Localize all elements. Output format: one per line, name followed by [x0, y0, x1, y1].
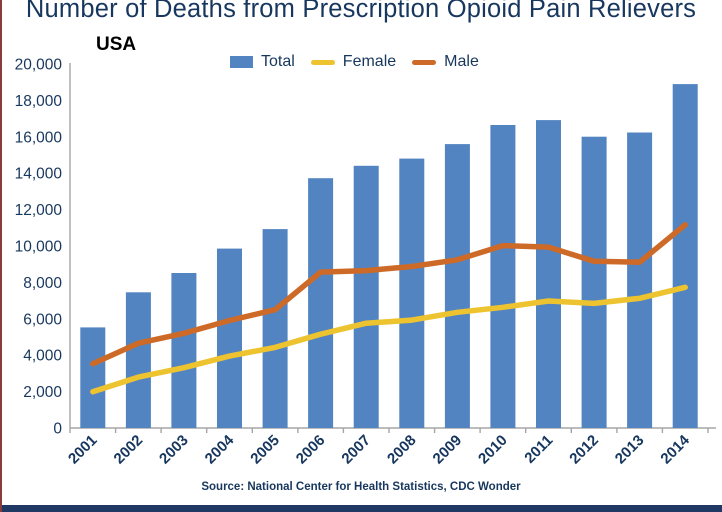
bar-2011: [536, 120, 561, 428]
bar-2005: [262, 229, 288, 428]
x-axis-tick-label: 2011: [521, 432, 556, 467]
left-edge-accent-bar: [0, 0, 2, 512]
x-axis-tick-label: 2003: [156, 432, 192, 468]
x-axis-tick-label: 2014: [657, 431, 693, 467]
bar-2001: [80, 327, 106, 428]
y-axis-tick-label: 20,000: [15, 57, 63, 74]
chart-title: Number of Deaths from Prescription Opioi…: [25, 0, 697, 23]
bar-2003: [171, 273, 197, 428]
bar-2004: [217, 248, 242, 428]
total-bar-swatch-icon: [230, 56, 253, 68]
x-axis-tick-label: 2005: [247, 432, 283, 468]
x-axis-tick-label: 2010: [475, 432, 511, 468]
bar-2008: [399, 158, 425, 428]
y-axis-tick-label: 6,000: [23, 311, 62, 328]
region-label: USA: [96, 34, 137, 55]
bar-2013: [627, 132, 653, 428]
bar-2014: [672, 84, 698, 428]
bar-2009: [444, 144, 470, 428]
legend-label-female: Female: [342, 53, 397, 70]
x-axis-tick-label: 2008: [384, 432, 420, 468]
male-line-swatch-icon: [412, 59, 437, 65]
y-axis-tick-label: 10,000: [15, 239, 63, 256]
footer-accent-bar: [0, 505, 722, 512]
x-axis-tick-label: 2009: [430, 432, 466, 468]
x-axis-tick-label: 2002: [111, 432, 147, 468]
legend-item-male: Male: [412, 53, 479, 71]
bar-2010: [490, 125, 516, 428]
legend-item-female: Female: [310, 53, 397, 71]
source-attribution: Source: National Center for Health Stati…: [201, 481, 521, 493]
bar-2006: [308, 178, 334, 428]
male-line-series: [90, 222, 688, 367]
legend-label-total: Total: [261, 53, 295, 70]
x-axis-tick-label: 2004: [202, 431, 238, 467]
y-axis-tick-label: 18,000: [15, 93, 63, 110]
legend-item-total: Total: [230, 53, 295, 71]
y-axis-tick-label: 14,000: [15, 166, 63, 183]
legend-label-male: Male: [444, 53, 479, 70]
female-line-swatch-icon: [310, 59, 335, 65]
y-axis-tick-label: 12,000: [15, 202, 63, 219]
bar-2012: [581, 136, 607, 428]
x-axis-tick-label: 2013: [612, 432, 648, 468]
y-axis-tick-label: 4,000: [23, 348, 62, 365]
y-axis-tick-label: 0: [53, 421, 62, 438]
legend: Total Female Male: [230, 53, 479, 71]
x-axis-tick-label: 2012: [566, 432, 602, 468]
female-line-series: [90, 284, 688, 395]
x-axis-tick-label: 2007: [338, 432, 374, 468]
x-axis-tick-label: 2006: [293, 432, 329, 468]
y-axis-tick-label: 8,000: [23, 275, 62, 292]
bar-2002: [125, 292, 151, 428]
y-axis-tick-label: 16,000: [15, 129, 63, 146]
bar-2007: [353, 165, 379, 429]
y-axis-tick-label: 2,000: [23, 384, 62, 401]
x-axis-tick-label: 2001: [65, 432, 101, 468]
